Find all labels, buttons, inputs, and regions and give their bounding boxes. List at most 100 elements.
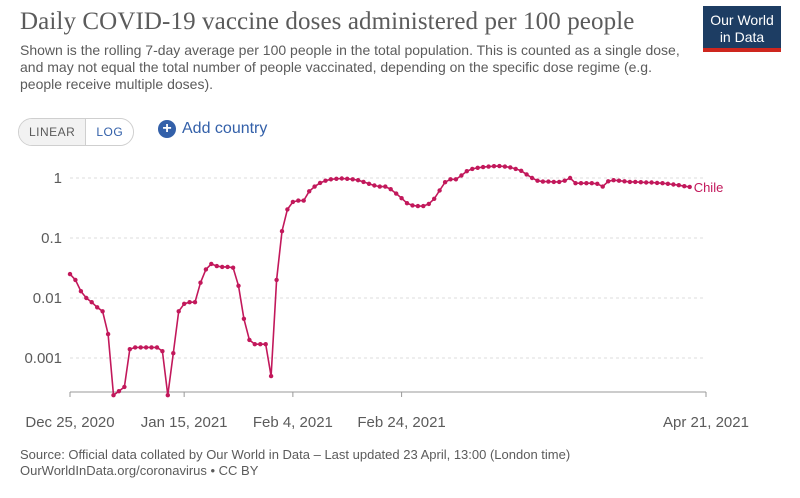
data-point <box>676 183 681 188</box>
data-point <box>111 393 116 398</box>
data-point <box>567 175 573 181</box>
data-point <box>154 345 160 350</box>
data-point <box>654 180 660 186</box>
data-point <box>475 165 480 170</box>
y-axis-ticks: 0.001 0.01 0.1 1 <box>24 170 62 367</box>
data-point <box>252 342 257 347</box>
data-point <box>665 181 671 186</box>
data-point <box>502 164 508 169</box>
data-point <box>247 337 252 343</box>
data-point <box>67 271 73 277</box>
data-point <box>383 184 388 189</box>
data-point <box>323 178 328 183</box>
data-point <box>274 277 279 283</box>
data-point <box>198 280 203 285</box>
data-point <box>220 264 225 270</box>
data-point <box>480 164 486 170</box>
data-point <box>404 201 410 206</box>
logo-line-2: in Data <box>719 29 765 45</box>
data-point <box>442 180 448 185</box>
data-point <box>606 179 611 184</box>
data-point <box>557 179 562 185</box>
data-point <box>638 180 643 185</box>
logo-accent-bar <box>703 48 781 52</box>
add-country-button[interactable]: + Add country <box>158 120 267 138</box>
x-tick-label: Feb 4, 2021 <box>253 414 333 431</box>
data-point <box>432 196 437 201</box>
data-point <box>268 373 274 379</box>
data-point <box>372 183 377 188</box>
data-point <box>453 177 459 182</box>
data-point <box>546 179 551 184</box>
data-point <box>236 283 241 288</box>
series-lines <box>69 165 690 396</box>
logo-line-1: Our World <box>710 12 774 28</box>
data-point <box>296 198 301 203</box>
data-point <box>519 168 524 173</box>
data-point <box>394 191 399 196</box>
data-point <box>682 184 687 189</box>
data-point <box>361 179 366 185</box>
data-point <box>415 203 421 209</box>
data-point <box>165 393 170 398</box>
data-point <box>89 300 94 305</box>
chart-footer: Source: Official data collated by Our Wo… <box>20 447 570 479</box>
data-point <box>230 265 236 270</box>
log-scale-button[interactable]: LOG <box>85 119 134 145</box>
data-point <box>426 201 431 207</box>
data-point <box>176 309 181 314</box>
data-point <box>345 176 350 181</box>
data-point <box>301 198 306 203</box>
data-point <box>687 184 692 190</box>
series-label: Chile <box>694 180 724 195</box>
data-point <box>290 199 296 205</box>
data-point <box>116 389 122 394</box>
x-tick-label: Jan 15, 2021 <box>141 414 228 431</box>
grid-lines <box>70 177 706 359</box>
data-point <box>73 277 78 283</box>
data-point <box>100 309 105 314</box>
data-point <box>595 181 600 186</box>
data-point <box>491 164 497 169</box>
data-point <box>127 347 132 352</box>
data-point <box>421 203 426 209</box>
data-point <box>350 177 355 182</box>
data-point <box>410 203 415 208</box>
owid-logo[interactable]: Our World in Data <box>703 6 781 52</box>
data-point <box>508 165 513 170</box>
data-point <box>671 182 676 187</box>
data-point <box>334 176 339 181</box>
data-point <box>399 196 404 201</box>
data-point <box>459 173 464 178</box>
data-point <box>366 181 372 186</box>
data-point <box>551 179 556 185</box>
data-point <box>600 184 605 189</box>
plus-circle-icon: + <box>158 120 176 138</box>
license-link[interactable]: OurWorldInData.org/coronavirus • CC BY <box>20 463 259 478</box>
data-point <box>122 384 127 390</box>
data-point <box>138 345 143 350</box>
data-point <box>187 300 192 305</box>
data-point <box>649 180 654 185</box>
y-tick-label: 0.001 <box>24 350 62 367</box>
y-tick-label: 0.1 <box>41 230 62 247</box>
data-point <box>203 267 209 272</box>
y-tick-label: 0.01 <box>33 290 62 307</box>
data-point <box>78 289 84 294</box>
data-point <box>285 207 290 212</box>
data-point <box>448 177 453 182</box>
data-point <box>328 177 334 182</box>
data-point <box>355 178 361 183</box>
add-country-label: Add country <box>182 120 268 137</box>
x-tick-label: Feb 24, 2021 <box>357 414 445 431</box>
data-point <box>214 263 219 269</box>
data-point <box>388 187 393 192</box>
chart-title: Daily COVID-19 vaccine doses administere… <box>20 8 635 35</box>
linear-scale-button[interactable]: LINEAR <box>19 119 86 145</box>
x-tick-label: Apr 21, 2021 <box>663 414 749 431</box>
data-point <box>263 342 268 347</box>
data-point <box>279 229 285 234</box>
data-point <box>627 179 633 185</box>
data-point <box>182 301 187 306</box>
data-point <box>171 351 176 356</box>
